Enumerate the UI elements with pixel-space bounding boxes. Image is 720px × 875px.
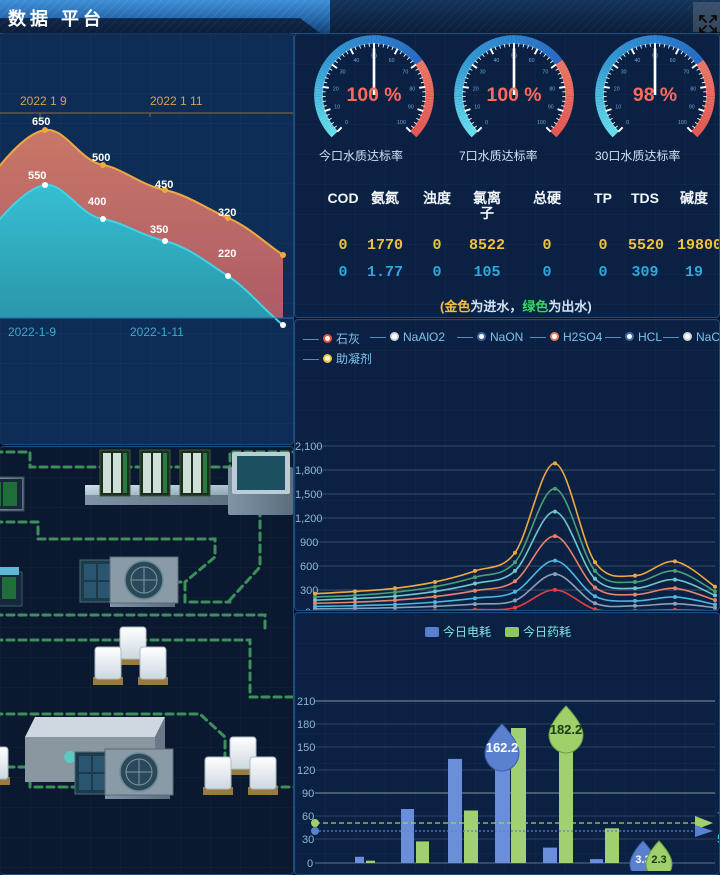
svg-text:210: 210 <box>297 696 315 708</box>
svg-text:98 %: 98 % <box>633 84 677 106</box>
svg-text:100 %: 100 % <box>347 84 402 106</box>
svg-text:2,100: 2,100 <box>295 441 323 453</box>
svg-text:162.2: 162.2 <box>486 740 519 755</box>
svg-text:2022-1-9: 2022-1-9 <box>8 325 56 339</box>
svg-text:320: 320 <box>218 207 236 219</box>
svg-text:150: 150 <box>297 742 315 754</box>
svg-text:500: 500 <box>92 152 110 164</box>
svg-text:900: 900 <box>300 537 318 549</box>
svg-text:30: 30 <box>302 834 314 846</box>
svg-text:120: 120 <box>297 765 315 777</box>
svg-text:550: 550 <box>28 170 46 182</box>
svg-text:2022 1 9: 2022 1 9 <box>20 94 67 108</box>
svg-text:400: 400 <box>88 196 106 208</box>
svg-text:1,500: 1,500 <box>295 489 323 501</box>
svg-text:180: 180 <box>297 719 315 731</box>
svg-text:1,800: 1,800 <box>295 465 323 477</box>
svg-text:182.2: 182.2 <box>550 722 583 737</box>
svg-text:600: 600 <box>300 561 318 573</box>
svg-text:350: 350 <box>150 224 168 236</box>
svg-text:450: 450 <box>155 179 173 191</box>
svg-text:90: 90 <box>302 788 314 800</box>
svg-text:0: 0 <box>305 607 311 611</box>
svg-text:2022 1 11: 2022 1 11 <box>150 94 203 108</box>
svg-text:0: 0 <box>307 858 313 870</box>
svg-text:1,200: 1,200 <box>295 513 323 525</box>
svg-text:2.3: 2.3 <box>651 854 666 866</box>
svg-text:650: 650 <box>32 116 50 128</box>
svg-text:2022-1-11: 2022-1-11 <box>130 325 184 339</box>
svg-text:100 %: 100 % <box>487 84 542 106</box>
svg-text:220: 220 <box>218 248 236 260</box>
